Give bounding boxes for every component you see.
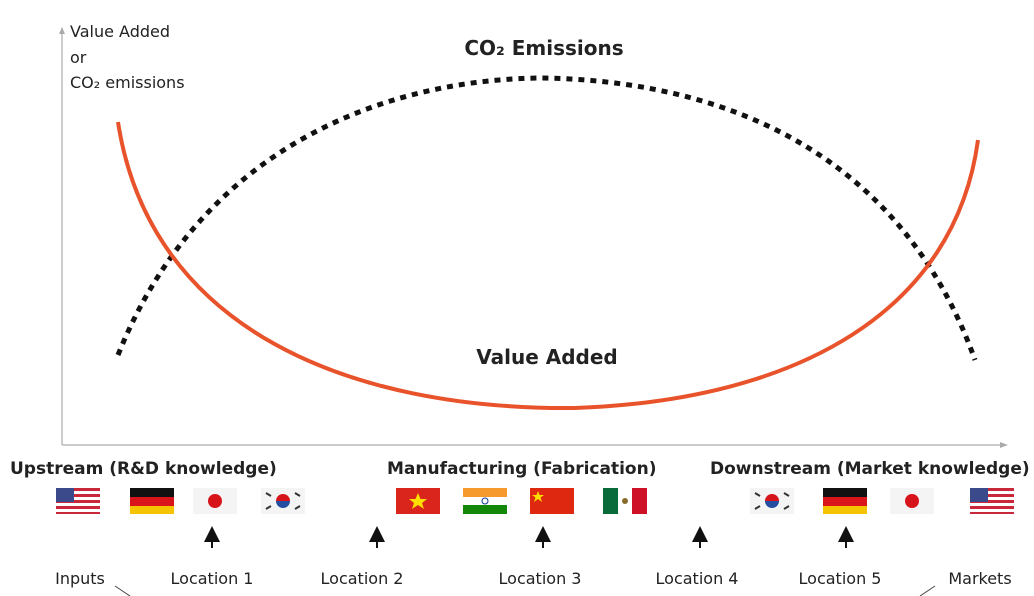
location-label: Location 1	[171, 569, 254, 588]
location-label: Location 5	[799, 569, 882, 588]
flag	[130, 488, 174, 514]
emissions-label: CO₂ Emissions	[464, 36, 623, 60]
flag	[970, 488, 1014, 514]
flag	[890, 488, 934, 514]
flag	[603, 488, 647, 514]
y-axis-arrow	[59, 27, 65, 34]
y-axis-label: Value Added	[70, 22, 170, 41]
flags	[56, 487, 1014, 515]
emissions-curve	[115, 75, 978, 361]
flag	[193, 488, 237, 514]
flag	[749, 487, 795, 515]
value-added-label: Value Added	[476, 345, 618, 369]
stage-label: Downstream (Market knowledge)	[710, 459, 1030, 479]
y-axis-label: CO₂ emissions	[70, 73, 185, 92]
stage-label: Manufacturing (Fabrication)	[387, 459, 656, 479]
y-axis-label: or	[70, 48, 87, 67]
x-axis-arrow	[1000, 442, 1008, 448]
stage-label: Upstream (R&D knowledge)	[10, 459, 277, 479]
connector	[114, 585, 131, 596]
flag	[56, 488, 100, 514]
connector	[919, 585, 936, 596]
flag	[823, 488, 867, 514]
location-label: Location 4	[656, 569, 739, 588]
location-label: Inputs	[55, 569, 105, 588]
location-label: Markets	[948, 569, 1011, 588]
flag	[462, 487, 508, 515]
flag	[530, 488, 574, 514]
flag	[396, 488, 440, 514]
location-label: Location 2	[321, 569, 404, 588]
location-arrows	[204, 526, 854, 548]
flag	[260, 487, 306, 515]
value-added-curve	[116, 121, 980, 411]
location-label: Location 3	[499, 569, 582, 588]
